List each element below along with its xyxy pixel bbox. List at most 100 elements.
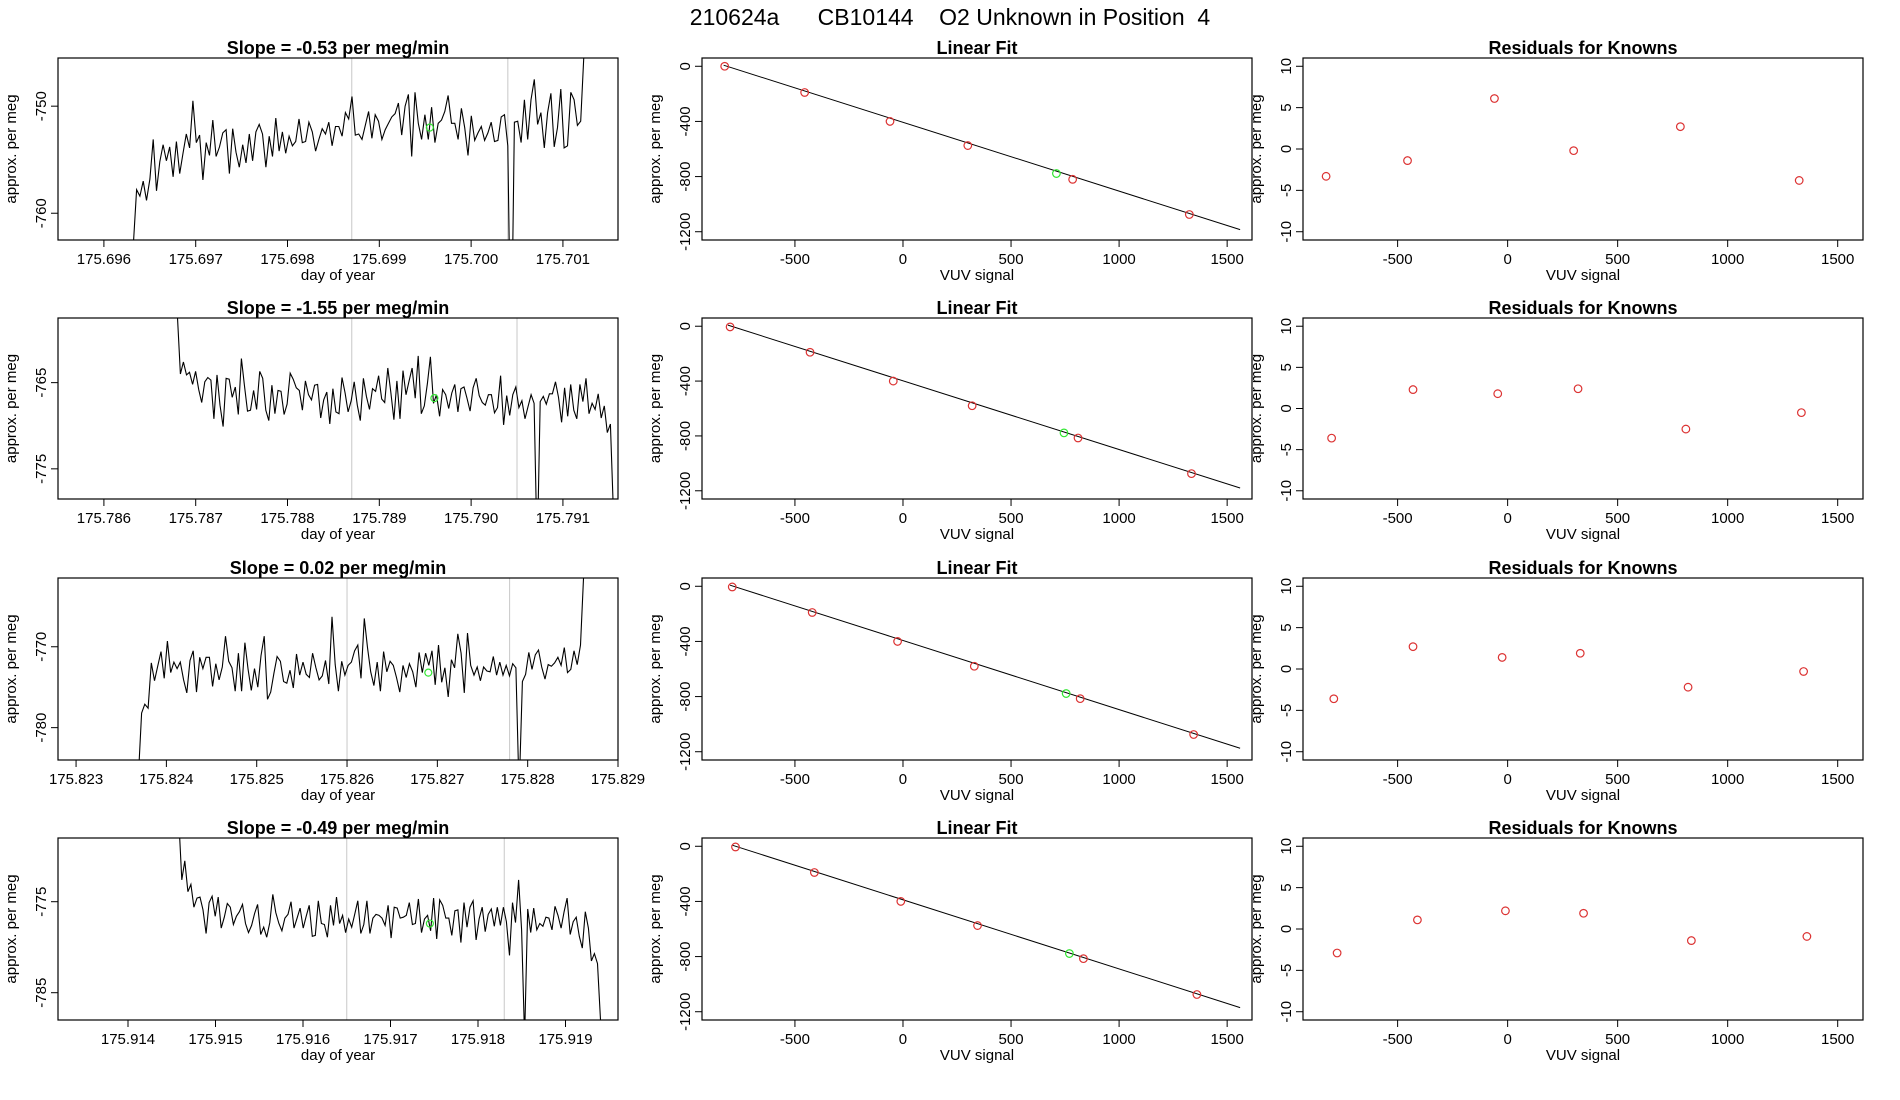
y-tick-label: -775 (33, 454, 50, 484)
x-tick-label: -500 (780, 771, 810, 788)
panel-title: Slope = -1.55 per meg/min (227, 298, 450, 318)
panel-8: Linear Fit -500 0 500 1000 1500 0 -400 -800 -1200… (647, 558, 1253, 804)
x-axis-label: day of year (301, 267, 375, 284)
panel-title: Residuals for Knowns (1488, 818, 1677, 838)
x-tick-label: 0 (1503, 510, 1511, 527)
green-point (424, 668, 433, 677)
plot-frame (1302, 57, 1864, 241)
data-point (963, 141, 973, 150)
data-point (807, 608, 817, 617)
data-point (1413, 915, 1422, 925)
x-tick-label: 175.823 (49, 771, 103, 788)
x-tick-label: 0 (1503, 251, 1511, 268)
x-tick-label: 0 (899, 771, 907, 788)
panel-11: Linear Fit -500 0 500 1000 1500 0 -400 -800 -1200… (647, 818, 1253, 1064)
x-tick-label: 175.825 (230, 771, 284, 788)
y-tick-label: 10 (1278, 578, 1295, 595)
data-point (1569, 146, 1579, 156)
y-tick-label: -5 (1278, 184, 1295, 197)
data-point (973, 921, 982, 930)
x-tick-label: 175.789 (352, 510, 406, 527)
data-point (1408, 642, 1418, 652)
y-axis-label: approx. per meg (647, 94, 664, 203)
x-tick-label: 500 (1605, 771, 1630, 788)
data-point (1490, 94, 1499, 103)
panel-title: Slope = -0.53 per meg/min (227, 38, 450, 58)
x-tick-label: 175.828 (501, 771, 555, 788)
data-point (727, 582, 737, 592)
x-axis-label: day of year (301, 1047, 375, 1064)
x-axis-label: VUV signal (940, 787, 1014, 804)
x-axis-label: VUV signal (940, 267, 1014, 284)
x-tick-label: 175.701 (536, 251, 590, 268)
series-line (133, 58, 585, 240)
plot-frame (57, 317, 619, 500)
x-tick-label: 175.788 (260, 510, 314, 527)
green-point (430, 394, 439, 403)
y-tick-label: -5 (1278, 443, 1295, 456)
y-tick-label: -800 (677, 421, 694, 451)
x-tick-label: 1500 (1210, 510, 1243, 527)
data-point (725, 322, 735, 332)
data-point (1579, 908, 1588, 918)
data-point (1189, 730, 1199, 739)
panel-6: Residuals for Knowns -500 0 500 1000 1500 10 5 0… (1248, 298, 1864, 543)
data-point (1332, 948, 1342, 958)
x-axis-label: VUV signal (1546, 267, 1620, 284)
figure-title: 210624a CB10144 O2 Unknown in Position 4 (689, 4, 1211, 30)
x-tick-label: 1500 (1210, 251, 1243, 268)
panel-title: Linear Fit (936, 818, 1017, 838)
y-tick-label: -765 (33, 368, 50, 398)
data-point (1796, 408, 1806, 418)
data-point (888, 376, 898, 386)
fit-line (729, 584, 1241, 749)
panel-title: Residuals for Knowns (1488, 298, 1677, 318)
y-tick-label: 0 (1278, 404, 1295, 412)
x-tick-label: 175.699 (352, 251, 406, 268)
x-tick-label: 500 (1605, 251, 1630, 268)
x-tick-label: 500 (1605, 510, 1630, 527)
y-tick-label: 0 (1278, 145, 1295, 153)
plot-frame (701, 837, 1253, 1021)
x-tick-label: 500 (999, 1031, 1024, 1048)
x-tick-label: 1000 (1102, 251, 1135, 268)
x-axis-label: VUV signal (940, 1047, 1014, 1064)
y-axis-label: approx. per meg (3, 94, 20, 203)
data-point (720, 61, 730, 71)
data-point (1681, 424, 1691, 434)
plot-frame (701, 317, 1253, 500)
x-tick-label: 175.696 (77, 251, 131, 268)
x-tick-label: 1500 (1210, 771, 1243, 788)
x-tick-label: -500 (780, 1031, 810, 1048)
y-tick-label: -800 (677, 942, 694, 972)
green-point (1061, 689, 1071, 698)
data-point (1802, 932, 1812, 941)
x-tick-label: 175.915 (188, 1031, 242, 1048)
panel-title: Residuals for Knowns (1488, 558, 1677, 578)
y-tick-label: 0 (677, 62, 694, 70)
y-axis-label: approx. per meg (3, 874, 20, 983)
x-tick-label: 500 (1605, 1031, 1630, 1048)
y-axis-label: approx. per meg (647, 354, 664, 463)
y-tick-label: -400 (677, 106, 694, 136)
x-axis-label: VUV signal (940, 526, 1014, 543)
y-tick-label: -10 (1278, 480, 1295, 502)
x-axis-label: VUV signal (1546, 1047, 1620, 1064)
data-point (1068, 174, 1078, 184)
y-tick-label: 5 (1278, 623, 1295, 631)
y-tick-label: -400 (677, 886, 694, 916)
data-point (1329, 694, 1339, 704)
y-tick-label: -800 (677, 162, 694, 192)
x-tick-label: 175.918 (451, 1031, 505, 1048)
x-tick-label: 0 (1503, 771, 1511, 788)
panel-4: Slope = -1.55 per meg/min 175.786 175.787 1… (3, 298, 619, 543)
y-tick-label: 0 (1278, 665, 1295, 673)
panel-10: Slope = -0.49 per meg/min 175.914 175.915 1… (3, 818, 619, 1064)
x-tick-label: 1000 (1102, 510, 1135, 527)
x-tick-label: 175.787 (169, 510, 223, 527)
x-tick-label: 175.917 (363, 1031, 417, 1048)
y-tick-label: -1200 (677, 733, 694, 771)
y-tick-label: 10 (1278, 318, 1295, 335)
y-tick-label: -760 (33, 198, 50, 228)
